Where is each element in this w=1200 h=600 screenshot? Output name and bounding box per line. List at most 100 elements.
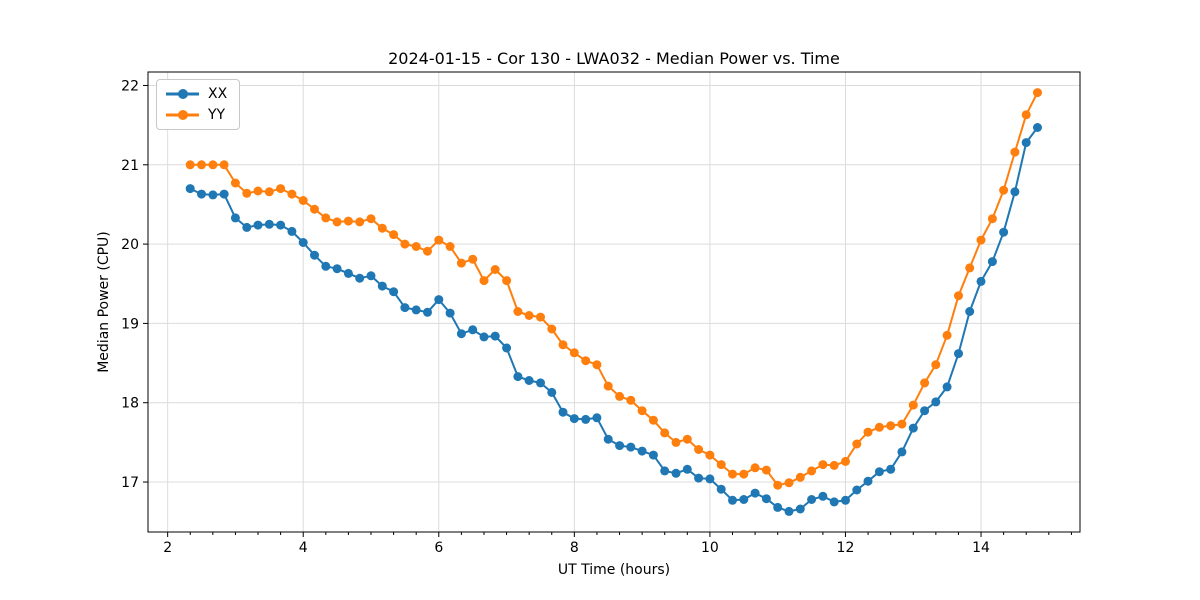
data-point-yy [1021,110,1031,120]
yy-line-marker-icon [166,110,199,121]
x-axis-label: UT Time (hours) [557,562,671,578]
data-point-yy [897,419,907,429]
data-point-yy [355,217,365,227]
data-point-yy [208,160,218,170]
data-point-xx [615,441,625,451]
data-point-yy [253,186,263,196]
data-point-xx [592,413,602,423]
data-point-yy [761,465,771,475]
data-point-yy [807,466,817,476]
data-point-yy [321,213,331,223]
y-axis-label: Median Power (CPU) [96,231,112,373]
data-point-yy [366,214,376,224]
data-point-xx [536,378,545,388]
data-point-xx [569,414,579,424]
data-point-yy [298,196,308,205]
data-point-xx [920,406,930,416]
x-tick-label: 6 [434,540,443,556]
legend-label-xx: XX [208,86,228,102]
data-point-yy [818,460,828,470]
data-point-yy [479,276,489,286]
data-point-yy [502,276,512,286]
data-point-xx [490,331,500,341]
data-point-xx [603,434,613,444]
data-point-xx [660,466,670,476]
data-point-xx [242,222,252,232]
data-point-xx [987,257,997,267]
data-point-xx [377,281,387,291]
legend: XX YY [156,79,241,130]
y-tick-label: 19 [121,316,139,332]
data-point-xx [705,474,715,484]
data-point-xx [682,464,692,474]
axes-spine [147,71,1081,533]
data-point-yy [389,230,399,240]
data-point-yy [716,460,726,470]
data-point-yy [276,184,286,194]
data-point-yy [660,428,670,438]
data-point-xx [694,473,704,483]
data-point-yy [547,324,557,334]
data-point-xx [965,307,975,316]
data-point-xx [321,261,331,271]
y-tick-label: 20 [121,237,139,253]
data-point-xx [648,450,658,460]
data-point-yy [377,223,387,233]
data-point-xx [208,190,218,200]
data-point-yy [648,415,658,425]
data-point-yy [976,235,986,245]
data-point-yy [942,330,952,340]
data-point-xx [298,238,308,247]
data-point-yy [694,445,704,454]
data-point-xx [389,287,399,297]
data-point-xx [829,497,839,507]
data-point-xx [355,273,365,283]
data-point-yy [569,348,579,358]
data-point-yy [581,356,591,366]
data-point-yy [592,360,602,370]
data-point-yy [219,160,229,170]
data-point-yy [863,427,873,437]
legend-item-xx: XX [166,86,227,102]
data-point-xx [332,264,342,274]
data-point-xx [524,376,534,385]
data-point-yy [310,204,319,214]
y-tick-label: 22 [121,78,139,94]
data-point-xx [1033,123,1042,132]
data-point-xx [942,382,952,392]
data-point-xx [445,308,455,318]
data-point-xx [852,485,862,495]
y-tick-label: 17 [121,475,139,491]
data-point-xx [818,491,828,501]
data-point-xx [400,303,410,313]
data-point-yy [637,406,647,416]
data-point-yy [920,378,930,388]
data-point-xx [219,189,229,199]
data-point-xx [253,220,263,230]
chart-title: 2024-01-15 - Cor 130 - LWA032 - Median P… [388,49,840,68]
data-point-xx [456,329,466,339]
legend-label-yy: YY [208,107,226,123]
data-point-yy [886,421,896,431]
data-point-yy [343,216,353,226]
data-point-yy [750,463,760,473]
data-point-xx [276,220,286,230]
data-point-yy [411,242,421,251]
data-point-yy [829,460,839,470]
data-point-xx [1021,138,1031,148]
xx-line-marker-icon [166,89,199,100]
data-point-yy [423,246,432,256]
data-point-yy [1033,88,1042,98]
data-point-xx [795,504,805,514]
data-point-yy [513,307,523,316]
data-point-xx [807,495,817,504]
data-point-xx [716,484,726,494]
data-point-xx [479,332,489,342]
data-point-yy [400,239,410,249]
data-point-yy [603,381,613,391]
data-point-yy [197,160,206,170]
data-point-xx [264,219,274,229]
data-point-xx [841,495,850,505]
data-point-xx [230,213,240,223]
